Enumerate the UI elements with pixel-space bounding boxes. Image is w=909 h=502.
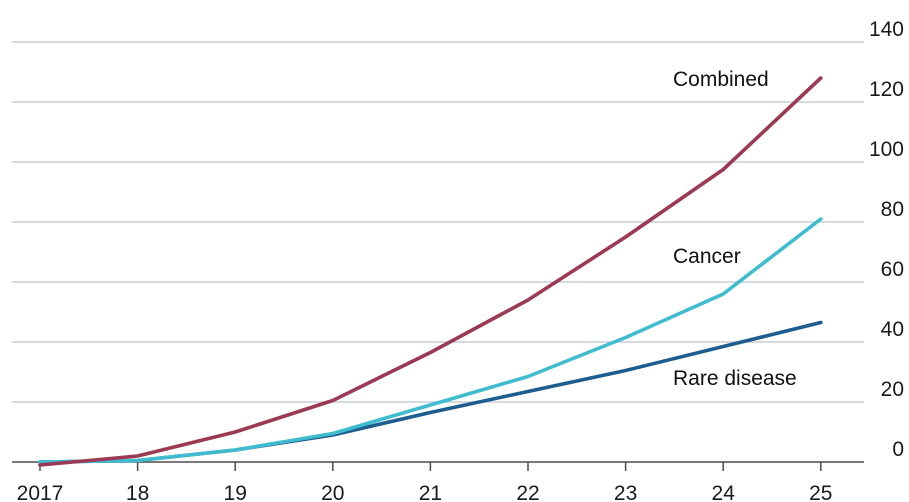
series-lines — [38, 76, 823, 467]
y-tick-label: 80 — [881, 198, 904, 221]
series-label-combined: Combined — [673, 68, 769, 91]
y-tick-label: 100 — [869, 138, 904, 161]
y-tick-label: 0 — [892, 438, 904, 461]
series-label-rare-disease: Rare disease — [673, 367, 797, 390]
x-tick-label: 24 — [712, 482, 736, 502]
y-axis: 0 20 40 60 80 100 120 140 — [869, 18, 904, 461]
gridlines — [12, 41, 864, 403]
x-tick-label: 23 — [614, 482, 637, 502]
series-labels: Combined Cancer Rare disease — [673, 68, 797, 390]
y-tick-label: 20 — [881, 378, 904, 401]
x-tick-label: 20 — [321, 482, 344, 502]
x-tick-label: 2017 — [17, 482, 64, 502]
series-label-cancer: Cancer — [673, 245, 741, 268]
x-tick-label: 25 — [809, 482, 832, 502]
y-tick-label: 120 — [869, 78, 904, 101]
series-line-rare-disease — [38, 320, 823, 464]
x-tick-label: 19 — [224, 482, 247, 502]
x-tick-label: 21 — [419, 482, 442, 502]
x-tick-label: 18 — [126, 482, 149, 502]
series-line-cancer — [38, 217, 823, 464]
x-axis: 2017 18 19 20 21 22 23 24 25 — [12, 461, 864, 502]
y-tick-label: 140 — [869, 18, 904, 41]
y-tick-label: 60 — [881, 258, 904, 281]
series-line-combined — [38, 76, 823, 467]
x-tick-label: 22 — [516, 482, 539, 502]
y-tick-label: 40 — [881, 318, 904, 341]
